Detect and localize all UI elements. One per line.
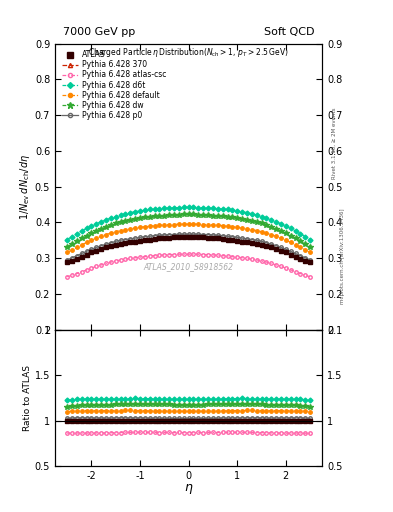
Legend: ATLAS, Pythia 6.428 370, Pythia 6.428 atlas-csc, Pythia 6.428 d6t, Pythia 6.428 : ATLAS, Pythia 6.428 370, Pythia 6.428 at…	[62, 50, 167, 120]
Y-axis label: Ratio to ATLAS: Ratio to ATLAS	[23, 365, 32, 431]
Text: Rivet 3.1.10, ≥ 2M events: Rivet 3.1.10, ≥ 2M events	[332, 108, 337, 179]
Y-axis label: $1/N_{\rm ev}\,dN_{\rm ch}/d\eta$: $1/N_{\rm ev}\,dN_{\rm ch}/d\eta$	[18, 154, 32, 220]
Text: Charged Particle$\,\eta\,$Distribution$(N_{\rm ch}>1,\,p_T>2.5\,{\rm GeV})$: Charged Particle$\,\eta\,$Distribution$(…	[88, 47, 289, 59]
Text: mcplots.cern.ch [arXiv:1306.3436]: mcplots.cern.ch [arXiv:1306.3436]	[340, 208, 345, 304]
Text: ATLAS_2010_S8918562: ATLAS_2010_S8918562	[143, 262, 234, 271]
Text: Soft QCD: Soft QCD	[264, 27, 314, 37]
Text: 7000 GeV pp: 7000 GeV pp	[63, 27, 135, 37]
X-axis label: $\eta$: $\eta$	[184, 482, 193, 496]
